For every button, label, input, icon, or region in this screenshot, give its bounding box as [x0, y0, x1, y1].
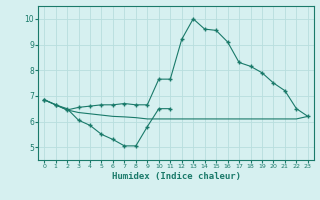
X-axis label: Humidex (Indice chaleur): Humidex (Indice chaleur)	[111, 172, 241, 181]
